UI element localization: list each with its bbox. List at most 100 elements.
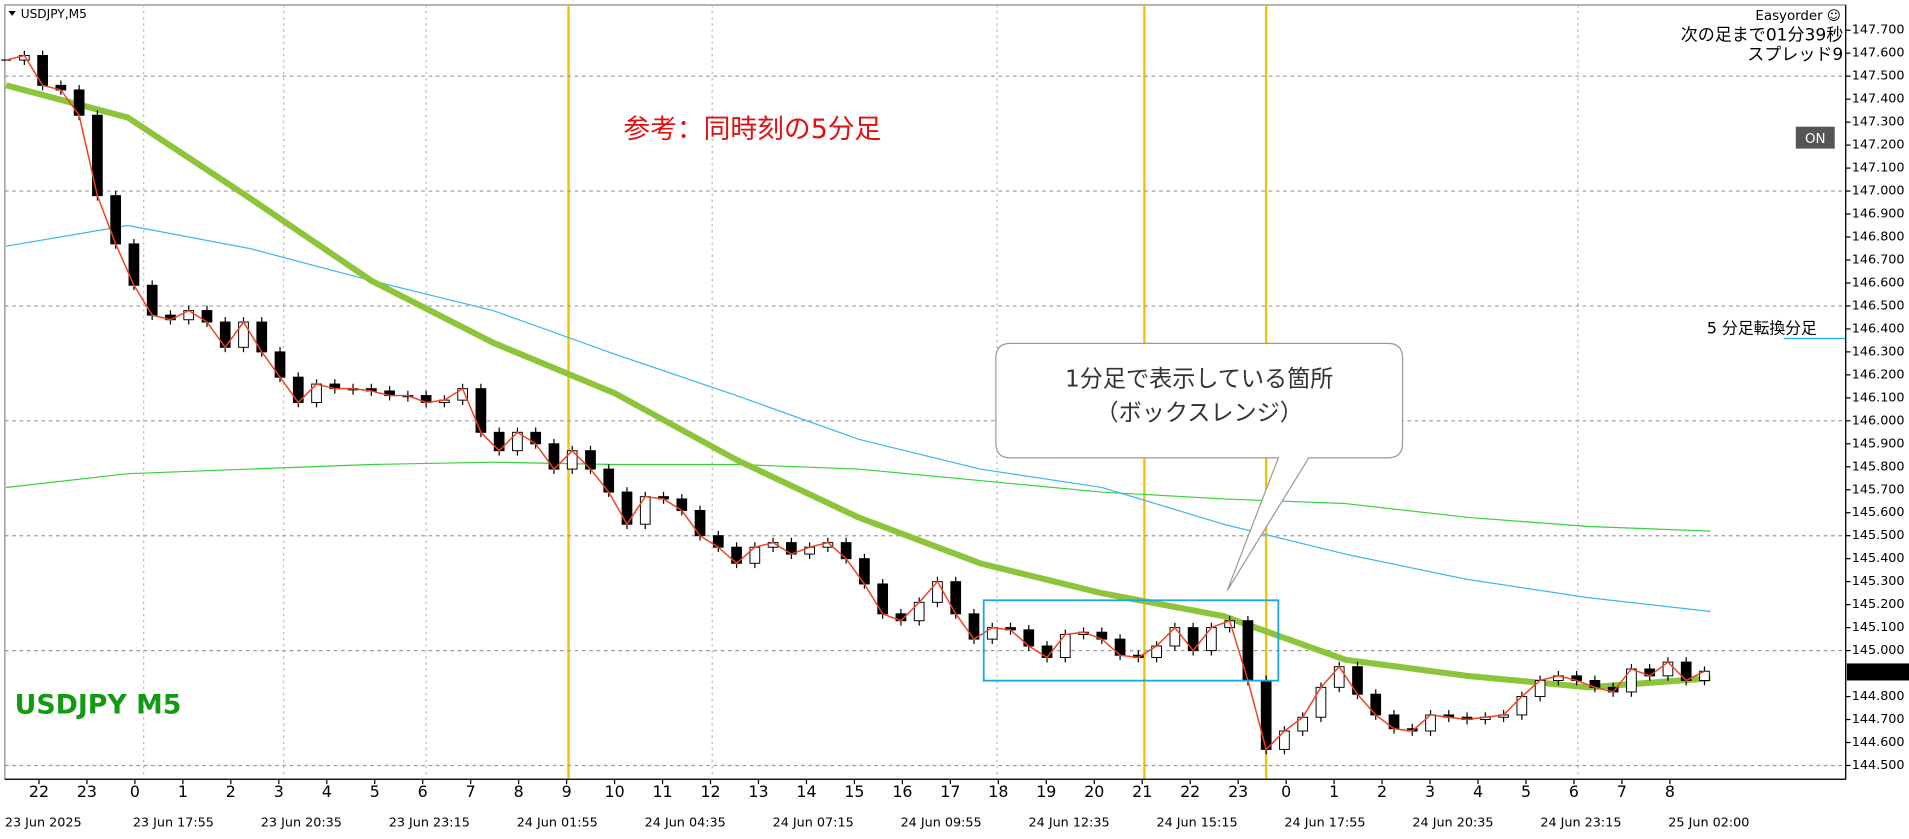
hour-label: 10 bbox=[605, 782, 625, 801]
price-tick-label: 146.900 bbox=[1852, 207, 1905, 222]
hour-label: 1 bbox=[1329, 782, 1339, 801]
hour-label: 23 bbox=[77, 782, 97, 801]
hour-label: 14 bbox=[796, 782, 816, 801]
date-label: 24 Jun 17:55 bbox=[1284, 816, 1365, 831]
hour-label: 7 bbox=[466, 782, 476, 801]
hour-label: 0 bbox=[1281, 782, 1291, 801]
price-tick-label: 147.300 bbox=[1852, 115, 1905, 130]
date-label: 24 Jun 09:55 bbox=[901, 816, 982, 831]
price-tick-label: 145.900 bbox=[1852, 436, 1905, 451]
hour-label: 7 bbox=[1617, 782, 1627, 801]
price-tick-label: 147.600 bbox=[1852, 46, 1905, 61]
hour-label: 0 bbox=[130, 782, 140, 801]
hour-label: 4 bbox=[1473, 782, 1483, 801]
hour-label: 21 bbox=[1132, 782, 1152, 801]
hour-label: 5 bbox=[370, 782, 380, 801]
axes: 147.700 147.600 147.500 147.400 147.300 147.2… bbox=[5, 4, 1909, 831]
spread: スプレッド9 bbox=[1747, 45, 1843, 65]
price-tick-label: 144.700 bbox=[1852, 712, 1905, 727]
price-tick-label: 145.700 bbox=[1852, 482, 1905, 497]
hour-label: 2 bbox=[1377, 782, 1387, 801]
hour-label: 18 bbox=[988, 782, 1008, 801]
price-tick-label: 147.700 bbox=[1852, 23, 1905, 38]
hour-label: 8 bbox=[514, 782, 524, 801]
plot bbox=[1, 50, 1846, 767]
date-label: 24 Jun 15:15 bbox=[1156, 816, 1237, 831]
price-tick-label: 146.000 bbox=[1852, 413, 1905, 428]
hour-label: 8 bbox=[1665, 782, 1675, 801]
price-tick-label: 144.500 bbox=[1852, 758, 1905, 773]
price-tick-label: 146.200 bbox=[1852, 367, 1905, 382]
current-price-label: 144.907 bbox=[1852, 664, 1905, 679]
ma-blue-line bbox=[5, 224, 1711, 613]
price-tick-label: 145.500 bbox=[1852, 528, 1905, 543]
date-label: 24 Jun 01:55 bbox=[517, 816, 598, 831]
symbol-label: USDJPY,M5 bbox=[21, 7, 87, 21]
callout-text: 1分足で表示している箇所 bbox=[1065, 366, 1333, 392]
hour-label: 6 bbox=[1569, 782, 1579, 801]
date-label: 24 Jun 04:35 bbox=[645, 816, 726, 831]
price-tick-label: 145.800 bbox=[1852, 459, 1905, 474]
hour-label: 16 bbox=[892, 782, 912, 801]
date-label: 23 Jun 23:15 bbox=[389, 816, 470, 831]
date-label: 23 Jun 20:35 bbox=[261, 816, 342, 831]
price-tick-label: 144.800 bbox=[1852, 689, 1905, 704]
price-tick-label: 146.600 bbox=[1852, 275, 1905, 290]
price-tick-label: 146.800 bbox=[1852, 230, 1905, 245]
hour-label: 6 bbox=[418, 782, 428, 801]
symbol-banner: USDJPY M5 bbox=[15, 690, 182, 721]
easyorder: Easyorder ☺ bbox=[1755, 9, 1840, 24]
price-tick-label: 146.700 bbox=[1852, 252, 1905, 267]
price-tick-label: 145.100 bbox=[1852, 620, 1905, 635]
ma-long-line bbox=[5, 82, 1711, 691]
hour-label: 22 bbox=[29, 782, 49, 801]
hour-label: 9 bbox=[562, 782, 572, 801]
current-price-box bbox=[1846, 663, 1909, 681]
price-tick-label: 146.100 bbox=[1852, 390, 1905, 405]
price-tick-label: 145.300 bbox=[1852, 574, 1905, 589]
price-tick-label: 146.400 bbox=[1852, 321, 1905, 336]
date-label: 24 Jun 12:35 bbox=[1029, 816, 1110, 831]
hour-label: 22 bbox=[1180, 782, 1200, 801]
callout-text: （ボックスレンジ） bbox=[1095, 401, 1302, 427]
price-tick-label: 147.400 bbox=[1852, 92, 1905, 107]
hour-label: 17 bbox=[940, 782, 960, 801]
reference-note: 参考：同時刻の5分足 bbox=[623, 114, 881, 145]
price-tick-label: 146.500 bbox=[1852, 298, 1905, 313]
date-label: 25 Jun 02:00 bbox=[1668, 816, 1749, 831]
price-tick-label: 145.200 bbox=[1852, 597, 1905, 612]
ma-short-line bbox=[5, 54, 1705, 751]
callout-bubble bbox=[995, 342, 1404, 591]
hour-label: 19 bbox=[1036, 782, 1056, 801]
price-tick-label: 145.600 bbox=[1852, 505, 1905, 520]
hour-label: 4 bbox=[322, 782, 332, 801]
on-button[interactable] bbox=[1795, 126, 1835, 149]
date-label: 24 Jun 23:15 bbox=[1540, 816, 1621, 831]
countdown: 次の足まで01分39秒 bbox=[1681, 25, 1844, 45]
hour-label: 1 bbox=[178, 782, 188, 801]
date-label: 23 Jun 2025 bbox=[5, 816, 82, 831]
date-label: 24 Jun 20:35 bbox=[1412, 816, 1493, 831]
right-label: 5 分足転換分足 bbox=[1707, 318, 1817, 337]
hour-label: 23 bbox=[1228, 782, 1248, 801]
date-label: 23 Jun 17:55 bbox=[133, 816, 214, 831]
hour-label: 13 bbox=[748, 782, 768, 801]
hour-label: 3 bbox=[274, 782, 284, 801]
hour-label: 11 bbox=[652, 782, 672, 801]
price-tick-label: 147.200 bbox=[1852, 138, 1905, 153]
on-button-label[interactable]: ON bbox=[1805, 132, 1826, 147]
price-tick-label: 146.300 bbox=[1852, 344, 1905, 359]
range-box bbox=[982, 599, 1280, 682]
price-tick-label: 145.400 bbox=[1852, 551, 1905, 566]
menu-arrow[interactable] bbox=[8, 11, 16, 16]
price-tick-label: 145.000 bbox=[1852, 643, 1905, 658]
hour-label: 5 bbox=[1521, 782, 1531, 801]
hour-label: 20 bbox=[1084, 782, 1104, 801]
date-label: 24 Jun 07:15 bbox=[773, 816, 854, 831]
ma-green-line bbox=[6, 461, 1711, 532]
price-tick-label: 144.600 bbox=[1852, 735, 1905, 750]
price-tick-label: 147.000 bbox=[1852, 184, 1905, 199]
